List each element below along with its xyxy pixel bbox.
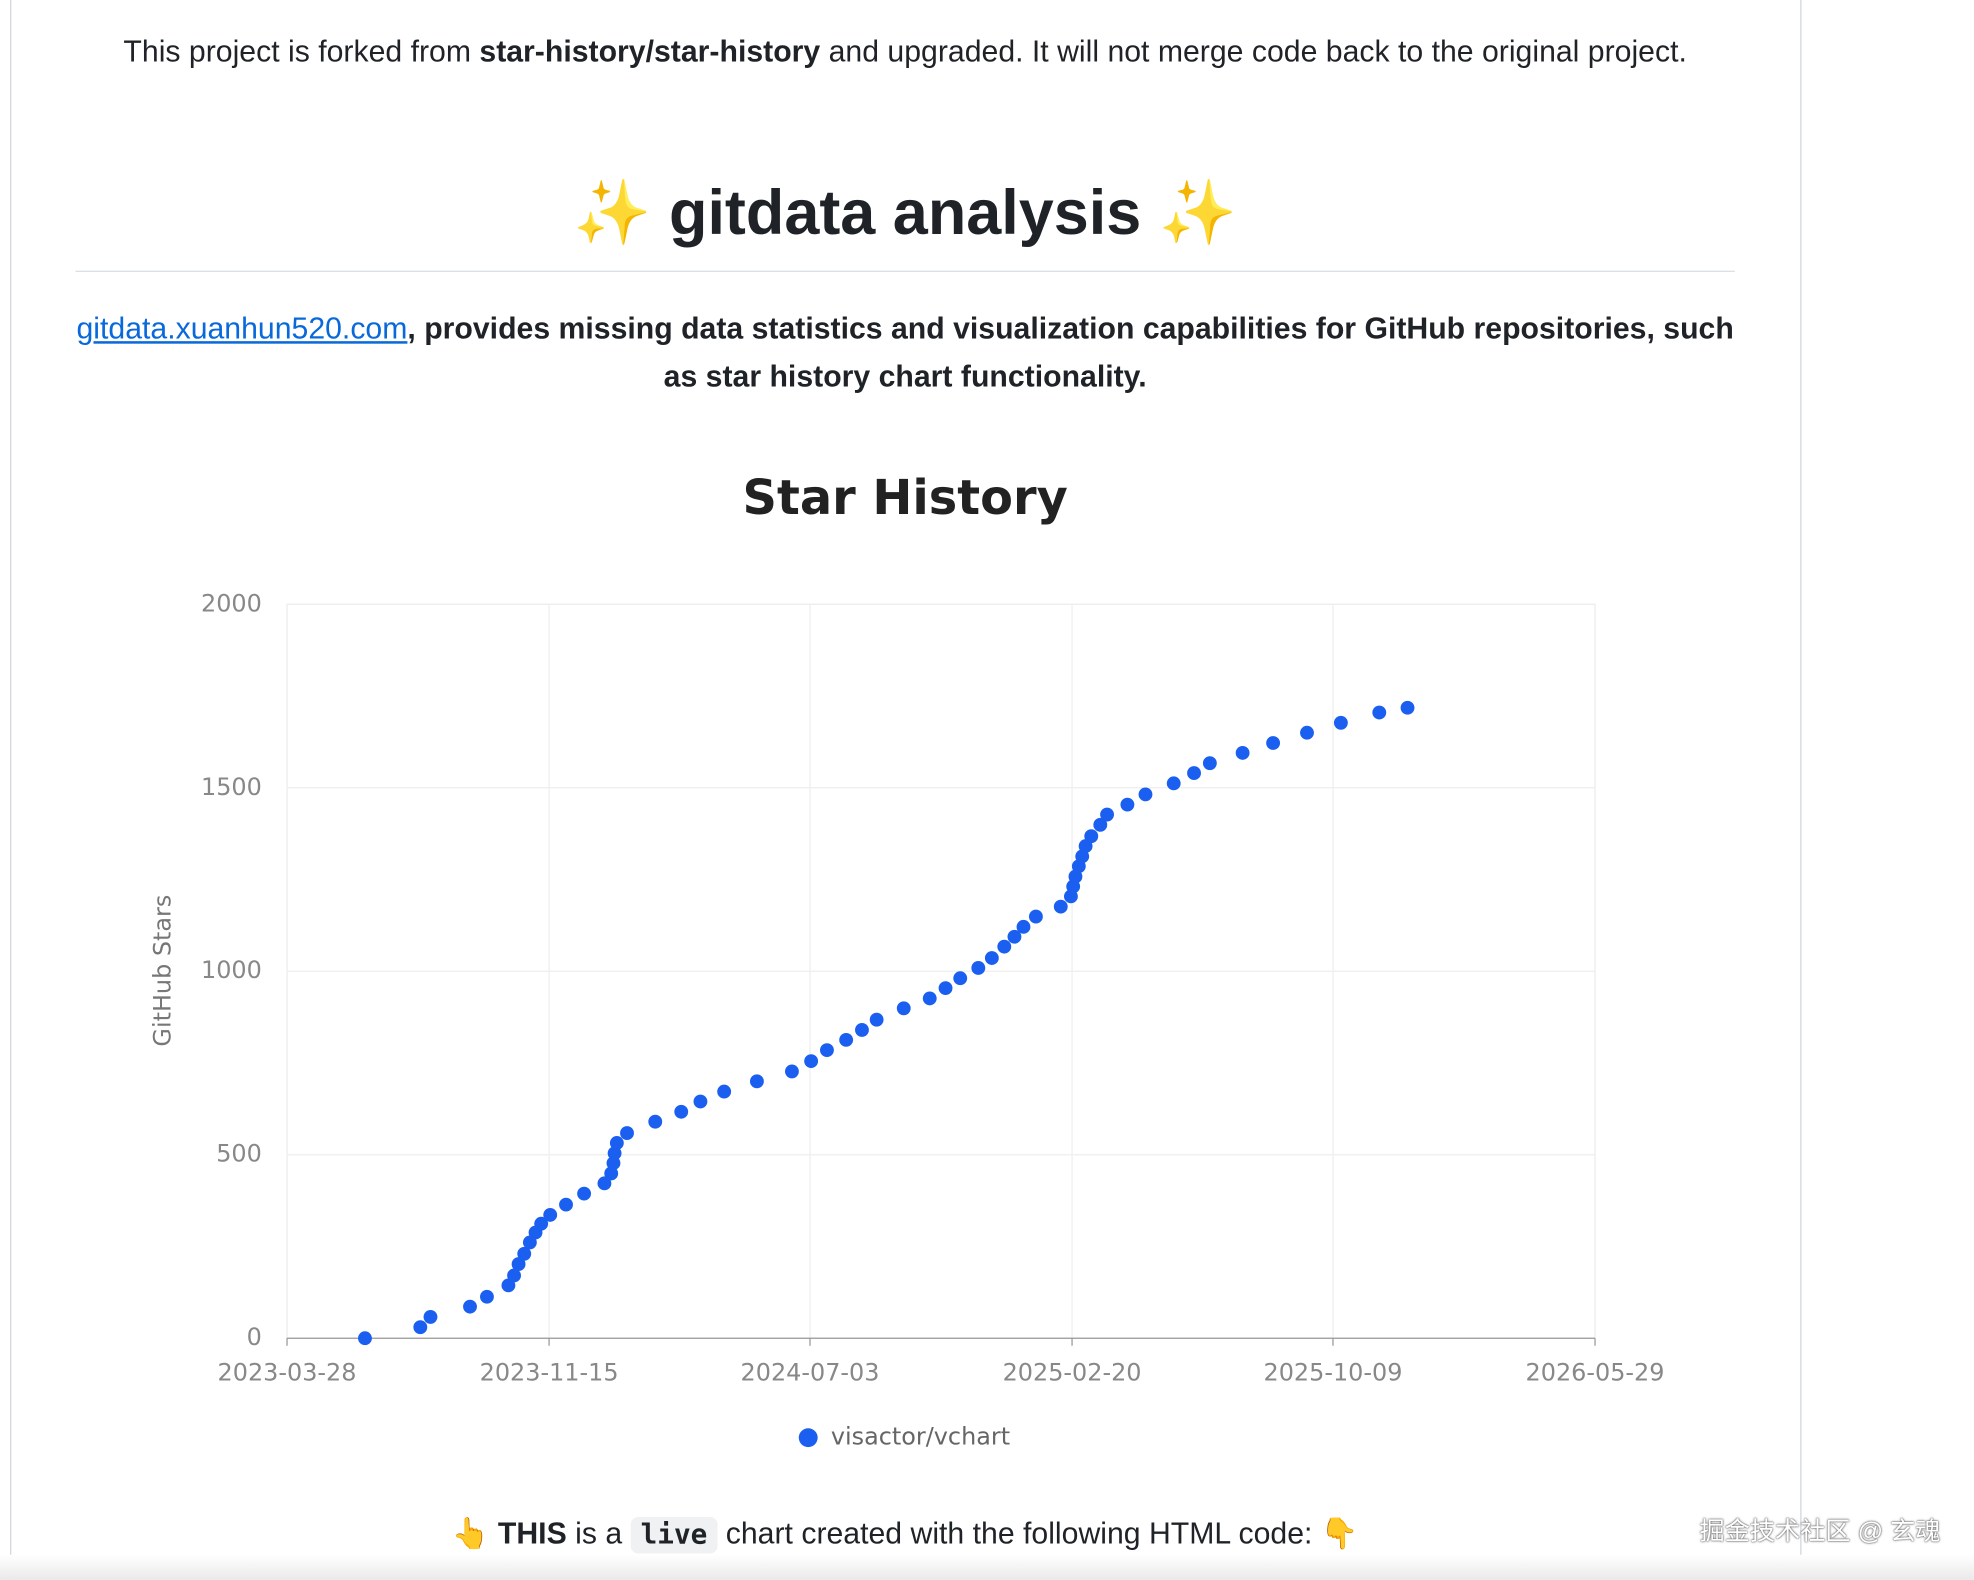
data-point: [609, 1136, 624, 1150]
data-point: [1093, 817, 1108, 832]
watermark: 掘金技术社区 @ 玄魂: [1699, 1518, 1941, 1546]
site-link[interactable]: gitdata.xuanhun520.com: [76, 312, 408, 347]
footer-text: 👆: [451, 1516, 498, 1551]
y-tick-label: 1500: [201, 773, 262, 801]
y-tick-label: 500: [216, 1140, 262, 1168]
data-point: [1053, 899, 1068, 914]
data-point: [1235, 745, 1250, 760]
chart: Star History GitHub Stars 0 500 1000 1500 20…: [149, 471, 1665, 1451]
data-point: [922, 991, 937, 1006]
data-point: [820, 1043, 834, 1058]
footer-text: is a: [566, 1516, 631, 1551]
data-point: [1007, 929, 1022, 944]
footer-bold: THIS: [497, 1516, 567, 1551]
data-point: [1138, 787, 1153, 802]
data-point: [358, 1331, 372, 1346]
data-point: [971, 961, 986, 975]
fade: [0, 1554, 1974, 1580]
data-point: [1300, 725, 1314, 740]
data-point: [1016, 919, 1031, 934]
heading: ✨ gitdata analysis ✨: [573, 177, 1238, 249]
frame: [1800, 0, 1802, 1580]
x-tick-label: 2024-07-03: [741, 1358, 880, 1386]
legend-marker: [798, 1428, 818, 1448]
footer: 👆 THIS is a live chart created with the …: [76, 1511, 1735, 1560]
data-point: [1372, 705, 1387, 720]
data-point: [1187, 766, 1201, 781]
intro: This project is forked from star-history…: [76, 29, 1735, 77]
data-point: [413, 1320, 428, 1335]
x-tick-label: 2026-05-29: [1526, 1358, 1665, 1386]
data-point: [1120, 797, 1135, 812]
data-point: [855, 1023, 869, 1037]
data-point: [463, 1299, 477, 1314]
data-point: [804, 1054, 819, 1069]
data-point: [953, 971, 968, 986]
data-point: [938, 981, 953, 996]
data-point: [1202, 756, 1217, 771]
code-inline: live: [630, 1516, 718, 1554]
data-point: [577, 1186, 592, 1201]
data-point: [1028, 909, 1043, 924]
y-tick-label: 2000: [201, 589, 262, 617]
data-point: [896, 1001, 911, 1016]
data-point: [534, 1216, 549, 1231]
chart-title: Star History: [743, 471, 1068, 526]
intro-text: This project is forked from: [123, 35, 480, 70]
data-point: [507, 1268, 521, 1283]
data-point: [785, 1064, 799, 1079]
frame: [10, 0, 12, 1580]
intro-text: and upgraded. It will not merge code bac…: [820, 35, 1687, 70]
footer-text: chart created with the following HTML co…: [717, 1516, 1359, 1551]
data-point: [869, 1012, 884, 1027]
data-point: [1333, 715, 1348, 730]
data-point: [839, 1032, 854, 1047]
data-point: [517, 1246, 532, 1261]
data-point: [543, 1207, 558, 1222]
data-point: [1166, 776, 1181, 791]
data-point: [693, 1094, 708, 1109]
data-point: [1100, 807, 1114, 822]
x-tick-label: 2023-11-15: [480, 1358, 619, 1386]
y-axis-label: GitHub Stars: [149, 895, 177, 1047]
y-tick-label: 0: [247, 1323, 262, 1351]
data-point: [984, 951, 999, 965]
legend-label: visactor/vchart: [831, 1423, 1010, 1451]
data-point: [480, 1289, 494, 1304]
description: gitdata.xuanhun520.com, provides missing…: [76, 306, 1735, 402]
repo-name: star-history/star-history: [479, 35, 821, 70]
data-point: [648, 1114, 663, 1129]
rule: [75, 270, 1735, 272]
data-point: [1400, 700, 1415, 715]
x-tick-label: 2025-02-20: [1003, 1358, 1142, 1386]
data-point: [997, 939, 1012, 954]
data-point: [1266, 736, 1281, 750]
data-point: [597, 1176, 612, 1191]
x-tick-label: 2023-03-28: [218, 1358, 357, 1386]
data-point: [511, 1257, 526, 1272]
data-point: [559, 1197, 573, 1212]
y-tick-label: 1000: [201, 956, 262, 984]
data-point: [749, 1074, 764, 1089]
data-point: [423, 1310, 438, 1324]
data-point: [717, 1084, 732, 1099]
data-point: [674, 1104, 689, 1119]
x-tick-label: 2025-10-09: [1264, 1358, 1403, 1386]
data-point: [1084, 829, 1099, 844]
data-point: [620, 1126, 634, 1140]
description-text: , provides missing data statistics and v…: [407, 312, 1734, 395]
